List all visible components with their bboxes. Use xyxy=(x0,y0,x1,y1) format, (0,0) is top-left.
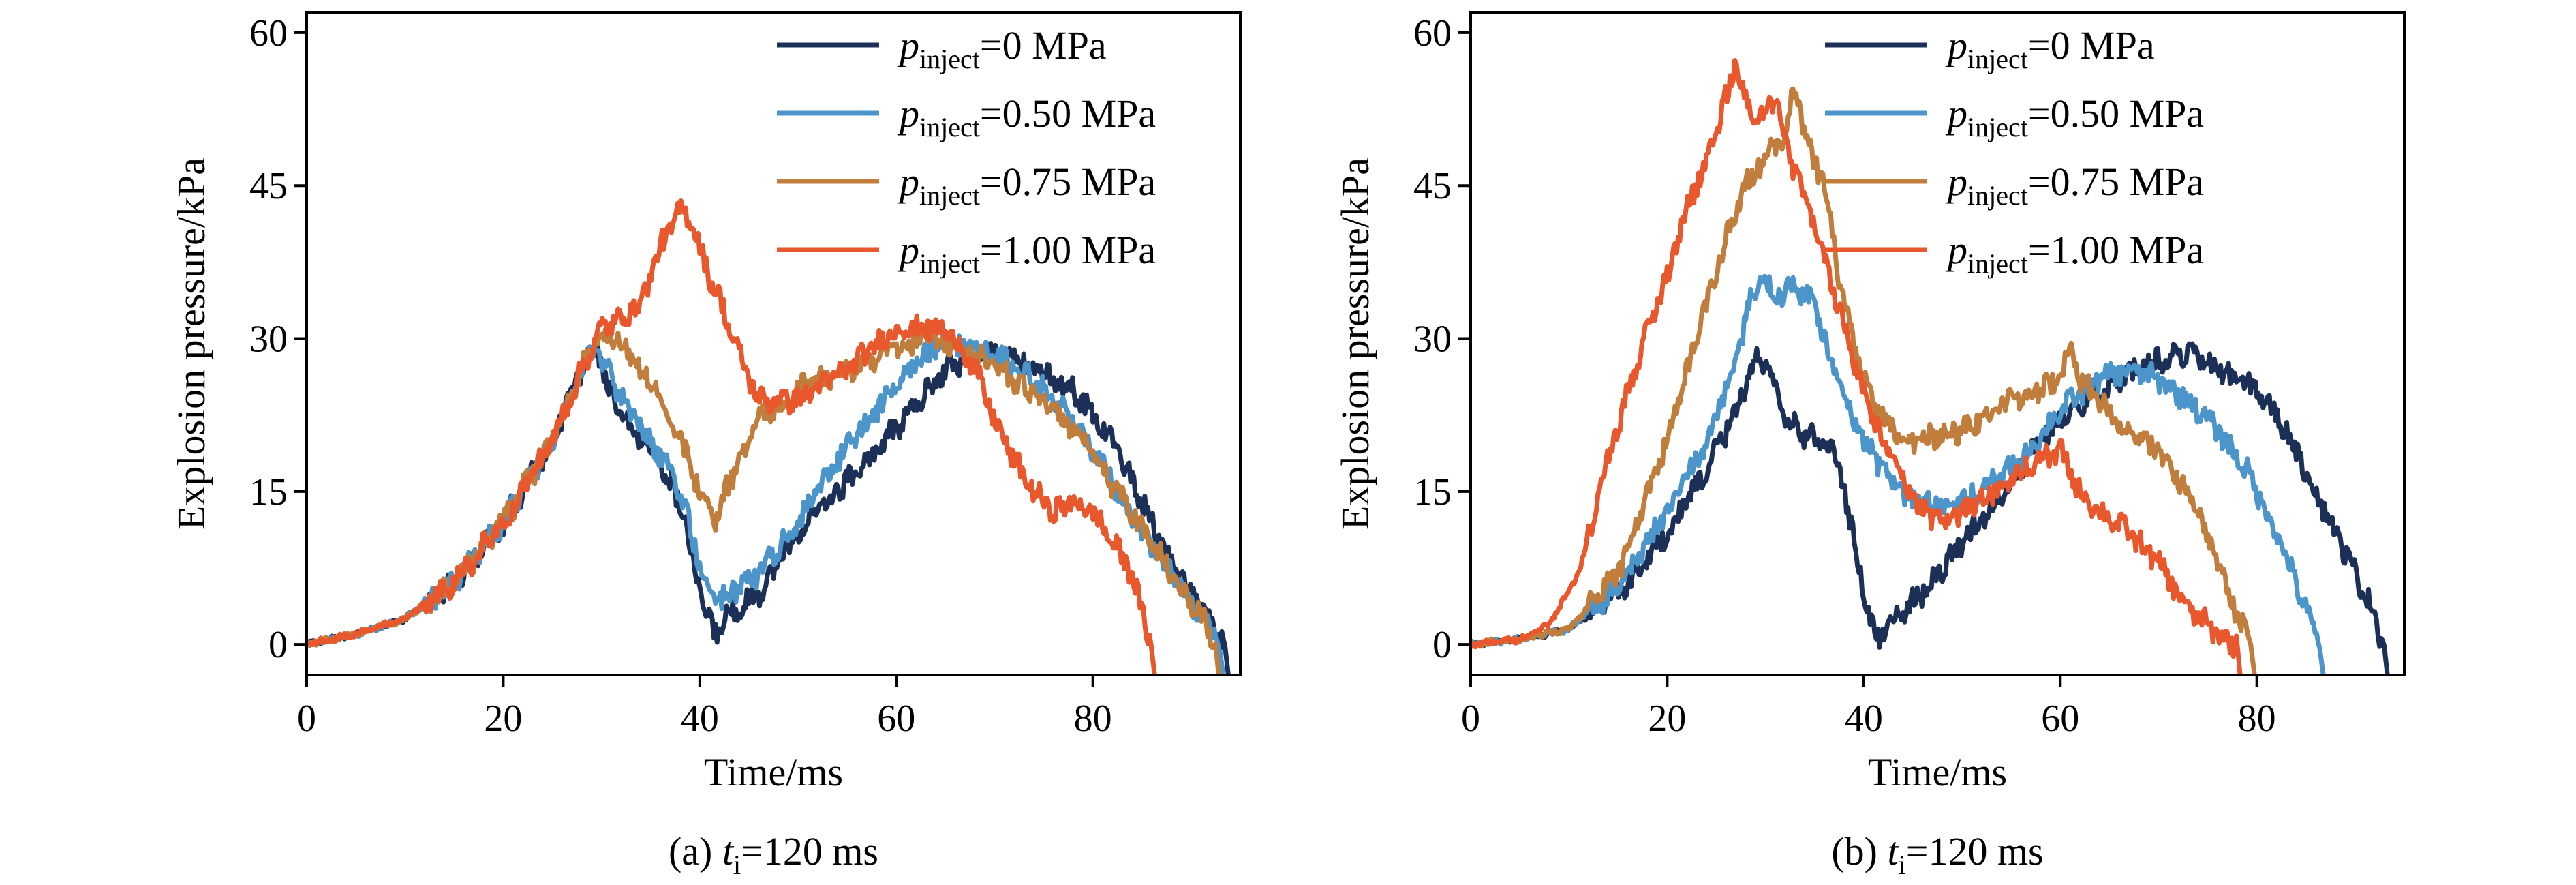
legend-label: pinject=1.00 MPa xyxy=(897,228,1156,279)
panel-caption: (a) ti=120 ms xyxy=(669,829,878,880)
series-group xyxy=(307,198,1231,675)
x-tick-label: 20 xyxy=(1648,698,1686,740)
y-tick-label: 15 xyxy=(249,471,288,513)
y-tick-label: 60 xyxy=(1413,12,1452,55)
x-tick-label: 0 xyxy=(1461,698,1480,740)
panel-caption: (b) ti=120 ms xyxy=(1831,829,2043,880)
series-line-p050 xyxy=(1471,273,2326,675)
chart-panel-a: 0 20 40 60 80 0 15 30 45 60 Time/ms Explosion press… xyxy=(169,11,1242,880)
x-axis-label: Time/ms xyxy=(704,750,843,794)
y-tick-label: 45 xyxy=(249,165,288,207)
x-tick-label: 20 xyxy=(484,698,522,740)
y-tick-label: 0 xyxy=(1432,624,1452,666)
y-tick-label: 0 xyxy=(269,624,288,666)
plot-frame xyxy=(1469,11,2406,676)
legend: pinject=0 MPa pinject=0.50 MPa pinject=0.7… xyxy=(1825,23,2204,279)
y-axis-label: Explosion pressure/kPa xyxy=(169,158,213,530)
x-tick-label: 80 xyxy=(1074,698,1112,740)
legend-label: pinject=1.00 MPa xyxy=(1945,228,2204,279)
y-axis-label: Explosion pressure/kPa xyxy=(1333,158,1377,530)
legend-label: pinject=0 MPa xyxy=(1945,23,2155,74)
legend-label: pinject=0.50 MPa xyxy=(1945,91,2204,142)
y-tick-label: 45 xyxy=(1413,165,1452,207)
y-tick-label: 60 xyxy=(249,12,288,55)
plot-frame xyxy=(305,11,1242,676)
y-tick-label: 15 xyxy=(1413,471,1452,513)
legend-label: pinject=0 MPa xyxy=(897,23,1107,74)
series-line-p100 xyxy=(307,198,1157,675)
y-tick-label: 30 xyxy=(1413,318,1452,361)
legend-label: pinject=0.50 MPa xyxy=(897,91,1156,142)
x-tick-label: 40 xyxy=(681,698,719,740)
x-tick-label: 0 xyxy=(297,698,316,740)
x-tick-label: 60 xyxy=(2041,698,2079,740)
series-group xyxy=(1471,58,2390,675)
x-tick-label: 40 xyxy=(1845,698,1883,740)
legend-label: pinject=0.75 MPa xyxy=(897,160,1156,211)
x-tick-label: 60 xyxy=(877,698,915,740)
y-tick-label: 30 xyxy=(249,318,288,361)
x-tick-label: 80 xyxy=(2238,698,2276,740)
series-line-p0 xyxy=(1471,341,2390,675)
legend: pinject=0 MPa pinject=0.50 MPa pinject=0.7… xyxy=(777,23,1156,279)
chart-panel-b: 0 20 40 60 80 0 15 30 45 60 Time/ms Explosion press… xyxy=(1333,11,2406,880)
legend-label: pinject=0.75 MPa xyxy=(1945,160,2204,211)
series-line-p100 xyxy=(1471,58,2243,675)
x-axis-label: Time/ms xyxy=(1868,750,2007,794)
